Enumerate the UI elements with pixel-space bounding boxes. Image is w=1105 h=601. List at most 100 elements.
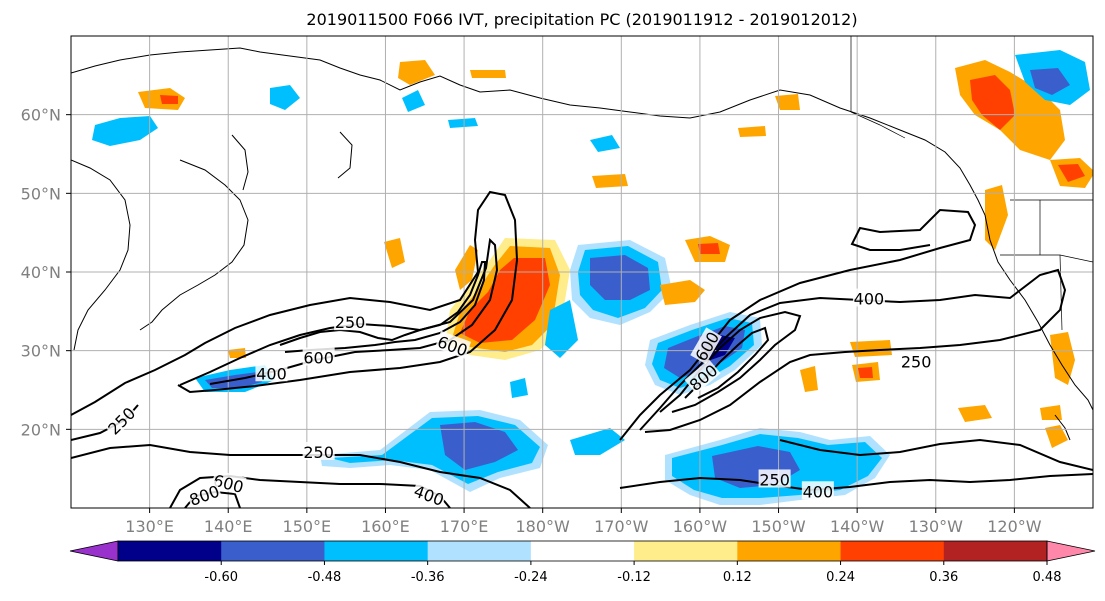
- positive-anomaly-area: [592, 174, 628, 188]
- contour-label-bg: [434, 330, 472, 359]
- lon-tick-label: 130°W: [909, 517, 964, 536]
- colorbar-tick-label: -0.24: [514, 570, 548, 585]
- positive-anomaly-area: [1045, 425, 1068, 448]
- contour-label-text: 400: [854, 290, 885, 309]
- colorbar-tick-label: 0.48: [1033, 570, 1062, 585]
- negative-anomaly-area: [590, 255, 650, 300]
- contour-label-bg: [684, 359, 721, 394]
- positive-anomaly-area: [958, 405, 992, 422]
- lon-tick-label: 120°W: [987, 517, 1042, 536]
- lon-tick-label: 180°W: [516, 517, 571, 536]
- contour-label-bg: [690, 327, 722, 365]
- positive-anomaly-area: [1050, 332, 1075, 385]
- negative-anomaly-area: [510, 378, 528, 398]
- contour-label-bg: [334, 312, 367, 331]
- ivt-contour-250: [779, 438, 1093, 471]
- lat-tick-label: 20°N: [21, 420, 61, 439]
- negative-anomaly-area: [590, 135, 620, 152]
- borders: [850, 36, 1093, 331]
- ivt-contour-400: [639, 268, 1067, 433]
- colorbar-tick-label: -0.12: [617, 570, 651, 585]
- ivt-contour-800: [684, 326, 770, 399]
- positive-anomaly-area: [460, 258, 550, 343]
- negative-anomaly-area: [440, 422, 518, 470]
- contour-label: 400: [801, 481, 834, 501]
- colorbar-ticks: -0.60 -0.48 -0.36 -0.24 -0.12 0.12 0.24 0.36 0.4…: [204, 561, 1062, 585]
- colorbar-segment: [118, 541, 222, 561]
- lon-tick-label: 130°E: [125, 517, 174, 536]
- colorbar-segment: [221, 541, 325, 561]
- negative-anomaly-area: [402, 90, 425, 112]
- colorbar-tick-label: 0.36: [929, 570, 958, 585]
- contour-label-bg: [255, 363, 288, 382]
- lat-tick-label: 40°N: [21, 263, 61, 282]
- contour-label: 400: [255, 363, 288, 383]
- contour-label: 400: [852, 288, 885, 309]
- negative-anomaly-area: [448, 118, 478, 128]
- lat-axis: 20°N 30°N 40°N 50°N 60°N: [21, 106, 71, 439]
- positive-anomaly-area: [470, 70, 506, 78]
- contour-label-bg: [185, 480, 223, 508]
- lat-tick-label: 50°N: [21, 184, 61, 203]
- grid: [71, 36, 1093, 508]
- colorbar-tick-label: -0.60: [204, 570, 238, 585]
- contour-label-text: 250: [901, 352, 932, 371]
- colorbar: [69, 540, 1096, 562]
- positive-anomaly-area: [455, 245, 478, 290]
- contour-label-text: 250: [759, 470, 790, 489]
- positive-anomaly-area: [698, 243, 720, 254]
- contour-label-bg: [302, 441, 335, 460]
- lon-tick-label: 150°W: [751, 517, 806, 536]
- contour-label-bg: [900, 351, 933, 370]
- lat-tick-label: 60°N: [21, 106, 61, 125]
- ivt-contour-250: [71, 190, 519, 416]
- colorbar-tick-label: 0.24: [826, 570, 855, 585]
- ivt-contour-600: [279, 261, 487, 353]
- colorbar-segment: [530, 541, 635, 561]
- contour-label-bg: [411, 480, 448, 508]
- contour-label-bg: [758, 469, 791, 488]
- positive-anomaly-area: [660, 280, 705, 305]
- negative-anomaly-area: [270, 85, 300, 110]
- negative-anomaly-area: [570, 428, 625, 455]
- lon-tick-label: 160°W: [673, 517, 728, 536]
- ivt-contour-400: [179, 237, 499, 386]
- colorbar-segment: [634, 541, 738, 561]
- contour-label: 250: [334, 312, 367, 332]
- colorbar-segment: [840, 541, 945, 561]
- contour-label-bg: [302, 347, 335, 366]
- positive-anomaly-area: [1058, 164, 1085, 182]
- contour-label-text: 400: [256, 364, 287, 383]
- positive-anomaly-area: [775, 94, 800, 110]
- colorbar-extend-low: [69, 540, 119, 562]
- contour-label-text: 250: [303, 443, 334, 462]
- contour-label-bg: [103, 402, 139, 438]
- colorbar-segment: [324, 541, 429, 561]
- map-title: 2019011500 F066 IVT, precipitation PC (2…: [306, 10, 857, 29]
- lon-tick-label: 140°E: [204, 517, 253, 536]
- negative-anomaly-area: [545, 300, 578, 358]
- contour-label-bg: [852, 288, 885, 307]
- lon-tick-label: 160°E: [361, 517, 410, 536]
- contour-label: 600: [302, 347, 335, 368]
- positive-anomaly-area: [160, 95, 178, 104]
- positive-anomaly-area: [398, 60, 435, 85]
- colorbar-tick-label: 0.12: [723, 570, 752, 585]
- colorbar-tick-label: -0.36: [411, 570, 445, 585]
- positive-anomaly-area: [858, 367, 873, 378]
- colorbar-tick-label: -0.48: [308, 570, 342, 585]
- negative-anomaly-area: [92, 116, 158, 146]
- positive-anomaly-area: [970, 75, 1015, 130]
- coastlines: [71, 47, 1093, 441]
- colorbar-outline: [117, 540, 1048, 562]
- colorbar-segment: [427, 541, 532, 561]
- contour-label: 250: [900, 351, 933, 371]
- positive-anomaly-area: [738, 126, 766, 137]
- positive-anomaly-area: [384, 238, 405, 268]
- contour-label-bg: [801, 481, 834, 500]
- contour-label: 250: [302, 441, 335, 462]
- contour-label-text: 250: [335, 313, 366, 332]
- lon-tick-label: 170°W: [594, 517, 649, 536]
